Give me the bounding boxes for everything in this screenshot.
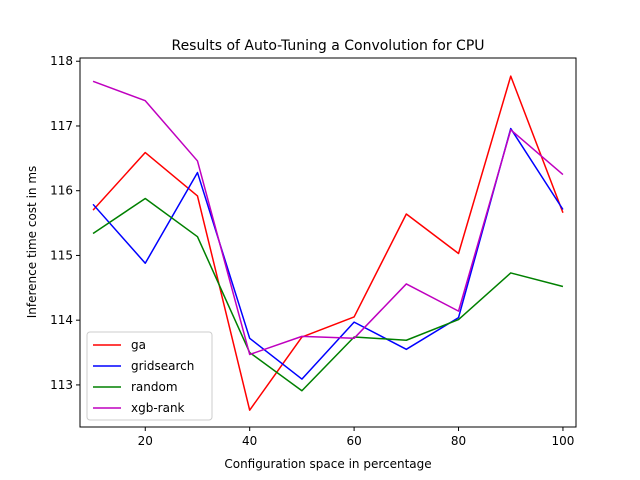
x-axis-label: Configuration space in percentage [224, 457, 431, 471]
legend: ga gridsearch random xgb-rank [86, 331, 213, 421]
y-tick-label: 114 [50, 313, 73, 327]
x-tick-label: 20 [138, 434, 153, 448]
y-axis-label: Inference time cost in ms [25, 166, 39, 319]
y-tick-label: 113 [50, 378, 73, 392]
legend-label-xgb-rank: xgb-rank [131, 401, 185, 415]
series-line-xgb-rank [92, 80, 564, 356]
x-tick-label: 80 [451, 434, 466, 448]
y-tick-label: 116 [50, 184, 73, 198]
legend-box [86, 331, 213, 421]
legend-label-gridsearch: gridsearch [131, 359, 194, 373]
plot-area-frame [79, 57, 577, 428]
legend-label-ga: ga [131, 338, 146, 352]
x-tick-label: 60 [346, 434, 361, 448]
y-tick-label: 117 [50, 119, 73, 133]
legend-label-random: random [131, 380, 178, 394]
series-line-ga [92, 75, 564, 411]
x-tick-label: 100 [551, 434, 574, 448]
chart-title: Results of Auto-Tuning a Convolution for… [171, 38, 484, 54]
series-line-random [92, 197, 564, 392]
y-tick-label: 115 [50, 248, 73, 262]
x-tick-label: 40 [242, 434, 257, 448]
y-tick-label: 118 [50, 54, 73, 68]
